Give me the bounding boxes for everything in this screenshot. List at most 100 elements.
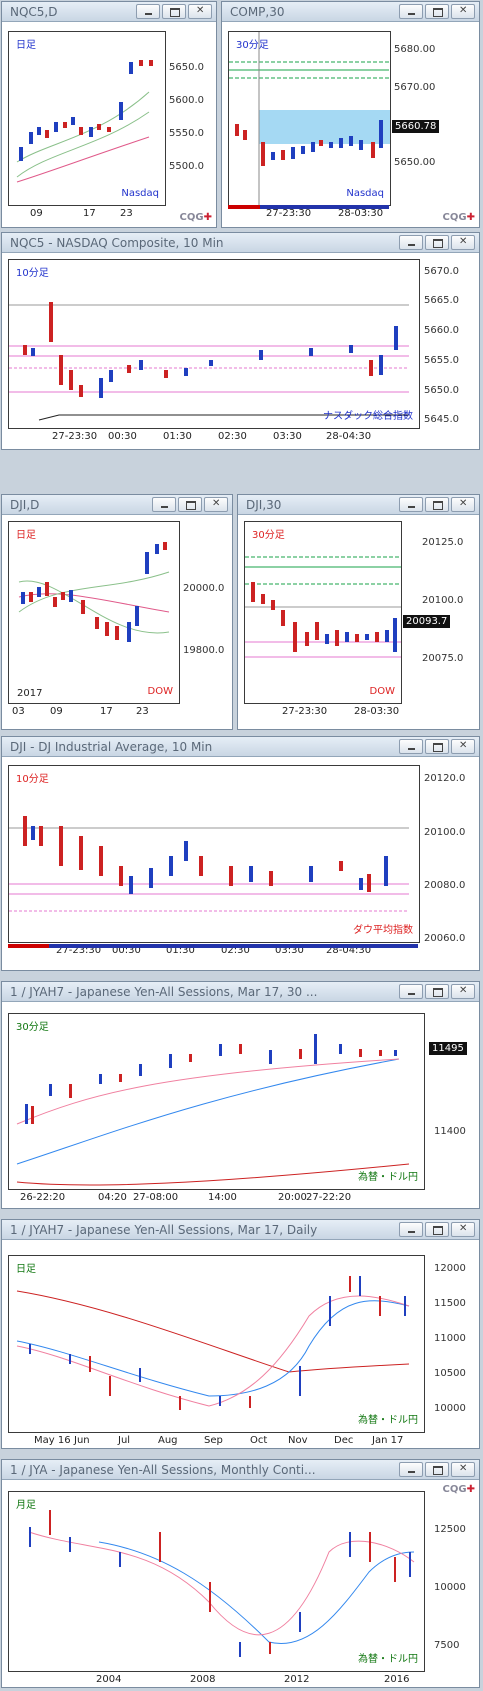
title-bar[interactable]: DJI - DJ Industrial Average, 10 Min: [2, 737, 479, 757]
y-tick: 20120.0: [424, 773, 466, 784]
chart-window-nqc5-daily[interactable]: NQC5,D 日足 Nasdaq 5650.0 5600.0 5550.0 55…: [1, 1, 217, 228]
minimize-button[interactable]: [399, 984, 423, 999]
maximize-button[interactable]: [425, 235, 449, 250]
x-tick: 17: [83, 208, 96, 219]
instrument-note: DOW: [369, 686, 395, 697]
last-price-badge: 20093.7: [403, 615, 451, 628]
title-bar[interactable]: 1 / JYAH7 - Japanese Yen-All Sessions, M…: [2, 1220, 479, 1240]
title-bar[interactable]: 1 / JYAH7 - Japanese Yen-All Sessions, M…: [2, 982, 479, 1002]
minimize-button[interactable]: [399, 1222, 423, 1237]
maximize-button[interactable]: [425, 739, 449, 754]
title-bar[interactable]: COMP,30: [222, 2, 479, 22]
x-tick: 27-22:20: [306, 1192, 352, 1203]
window-title: NQC5,D: [10, 5, 58, 19]
maximize-button[interactable]: [425, 1462, 449, 1477]
y-tick: 10500: [434, 1368, 466, 1379]
timeline-stripe: [228, 205, 389, 209]
x-tick: 2004: [96, 1674, 122, 1685]
close-button[interactable]: [451, 4, 475, 19]
x-tick: 28-04:30: [326, 945, 372, 956]
instrument-note: Nasdaq: [121, 188, 159, 199]
instrument-note: 為替・ドル円: [358, 1654, 418, 1665]
x-axis: 27-23:30 28-03:30: [228, 206, 391, 224]
title-bar[interactable]: DJI,30: [238, 495, 479, 515]
title-bar[interactable]: DJI,D: [2, 495, 232, 515]
plot-area[interactable]: 30分足 DOW: [244, 521, 402, 704]
minimize-button[interactable]: [136, 4, 160, 19]
period-label: 日足: [16, 1264, 36, 1275]
x-tick: 27-23:30: [266, 208, 312, 219]
close-button[interactable]: [451, 739, 475, 754]
x-tick: 27-23:30: [282, 706, 328, 717]
title-bar[interactable]: NQC5 - NASDAQ Composite, 10 Min: [2, 233, 479, 253]
maximize-button[interactable]: [425, 1222, 449, 1237]
plot-area[interactable]: 日足 為替・ドル円: [8, 1255, 425, 1433]
chart-window-dji-10min[interactable]: DJI - DJ Industrial Average, 10 Min 10分足…: [1, 736, 480, 971]
x-axis: 27-23:30 00:30 01:30 02:30 03:30 28-04:3…: [8, 943, 420, 961]
cqg-logo: CQG✚: [442, 1484, 475, 1495]
chart-window-jyah7-30min[interactable]: 1 / JYAH7 - Japanese Yen-All Sessions, M…: [1, 981, 480, 1209]
x-tick: Jan 17: [372, 1435, 404, 1446]
y-tick: 11400: [434, 1126, 466, 1137]
plot-area[interactable]: 日足 Nasdaq: [8, 31, 166, 206]
minimize-button[interactable]: [399, 739, 423, 754]
chart-window-dji-30min[interactable]: DJI,30 30分足 DOW 20125.0 20100.0 20093.7 …: [237, 494, 480, 730]
close-button[interactable]: [451, 497, 475, 512]
minimize-button[interactable]: [399, 497, 423, 512]
close-button[interactable]: [451, 1222, 475, 1237]
plot-area[interactable]: 日足 DOW 2017: [8, 521, 180, 704]
x-tick: Nov: [288, 1435, 308, 1446]
last-price-badge: 5660.78: [392, 120, 440, 133]
maximize-button[interactable]: [178, 497, 202, 512]
price-chart: [245, 556, 401, 658]
close-button[interactable]: [451, 1462, 475, 1477]
year-label: 2017: [17, 688, 43, 699]
x-tick: 27-08:00: [133, 1192, 179, 1203]
maximize-button[interactable]: [425, 984, 449, 999]
minimize-button[interactable]: [399, 4, 423, 19]
title-bar[interactable]: NQC5,D: [2, 2, 216, 22]
plot-area[interactable]: 30分足 Nasdaq: [228, 31, 391, 206]
maximize-button[interactable]: [425, 497, 449, 512]
x-tick: 01:30: [163, 431, 192, 442]
window-title: 1 / JYAH7 - Japanese Yen-All Sessions, M…: [10, 985, 318, 999]
y-tick: 19800.0: [183, 645, 225, 656]
minimize-button[interactable]: [399, 1462, 423, 1477]
chart-window-comp-30min[interactable]: COMP,30 30分足 Nasdaq 5680.00 5670.00 5660…: [221, 1, 480, 228]
close-button[interactable]: [451, 984, 475, 999]
maximize-button[interactable]: [425, 4, 449, 19]
chart-window-nqc5-10min[interactable]: NQC5 - NASDAQ Composite, 10 Min 10分足 ナスダ…: [1, 232, 480, 450]
y-tick: 5660.0: [424, 325, 459, 336]
y-tick: 11500: [434, 1298, 466, 1309]
price-chart: [9, 816, 409, 912]
close-button[interactable]: [204, 497, 228, 512]
plot-area[interactable]: 30分足 為替・ドル円: [8, 1013, 425, 1190]
x-tick: 28-04:30: [326, 431, 372, 442]
y-tick: 20100.0: [424, 827, 466, 838]
x-tick: Jun: [74, 1435, 90, 1446]
x-tick: 03: [12, 706, 25, 717]
x-axis: 27-23:30 28-03:30: [244, 704, 402, 722]
plot-area[interactable]: 10分足 ダウ平均指数: [8, 765, 420, 943]
maximize-button[interactable]: [162, 4, 186, 19]
plot-area[interactable]: 月足 為替・ドル円: [8, 1491, 425, 1672]
plot-area[interactable]: 10分足 ナスダック総合指数: [8, 259, 420, 429]
y-tick: 20125.0: [422, 537, 464, 548]
y-tick: 5670.00: [394, 82, 436, 93]
minimize-button[interactable]: [152, 497, 176, 512]
candles-up: [19, 62, 133, 161]
instrument-note: 為替・ドル円: [358, 1172, 418, 1183]
price-chart: [28, 1510, 415, 1657]
price-chart: [229, 32, 390, 205]
chart-window-dji-daily[interactable]: DJI,D 日足 DOW 2017 20000.0 19800.0 03 09 …: [1, 494, 233, 730]
close-button[interactable]: [451, 235, 475, 250]
period-label: 10分足: [16, 774, 49, 785]
timeline-stripe: [8, 944, 418, 948]
chart-window-jya-monthly[interactable]: 1 / JYA - Japanese Yen-All Sessions, Mon…: [1, 1459, 480, 1688]
chart-window-jyah7-daily[interactable]: 1 / JYAH7 - Japanese Yen-All Sessions, M…: [1, 1219, 480, 1449]
x-tick: 03:30: [275, 945, 304, 956]
minimize-button[interactable]: [399, 235, 423, 250]
x-tick: 20:00: [278, 1192, 307, 1203]
close-button[interactable]: [188, 4, 212, 19]
title-bar[interactable]: 1 / JYA - Japanese Yen-All Sessions, Mon…: [2, 1460, 479, 1480]
